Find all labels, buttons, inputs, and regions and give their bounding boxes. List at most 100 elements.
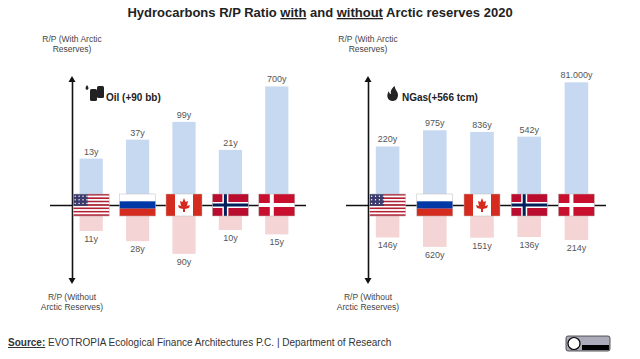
flag-part (370, 208, 406, 210)
flag-leaf (476, 198, 488, 212)
data-label: 136y (519, 240, 539, 250)
flag-part (73, 206, 109, 208)
flag-star (379, 199, 380, 200)
data-label: 21y (223, 138, 238, 148)
flag-part (370, 211, 406, 213)
axis-end-label: R/P (With ArcticReserves) (338, 34, 398, 54)
flag-part (193, 194, 202, 216)
y-axis (368, 81, 369, 206)
flag (558, 194, 594, 216)
bar (172, 122, 195, 205)
flag-part (511, 204, 547, 207)
flag (166, 194, 202, 216)
flags (370, 194, 595, 216)
flag-border (120, 194, 156, 216)
flag-star (375, 199, 376, 200)
flag-part (259, 194, 295, 216)
flag-star (375, 203, 376, 204)
flag-star (82, 199, 83, 200)
flag-star (383, 199, 384, 200)
flag-star (82, 196, 83, 197)
flag-part (73, 213, 109, 215)
flag-part (370, 194, 384, 206)
flag-part (73, 194, 87, 206)
annotation-icon (387, 86, 398, 101)
y-axis (72, 81, 73, 206)
data-label: 220y (378, 134, 398, 144)
bar (265, 86, 288, 205)
data-label: 99y (177, 110, 192, 120)
data-label: 975y (425, 118, 445, 128)
flag-part (120, 194, 156, 201)
flag-border (558, 194, 594, 216)
flag-part (370, 213, 406, 215)
flag-part (511, 202, 547, 208)
flag-part (558, 194, 594, 216)
data-label: 151y (472, 241, 492, 251)
flag-part (417, 209, 453, 216)
data-label: 700y (267, 74, 287, 84)
bars (80, 86, 289, 253)
badge-strip (582, 345, 609, 350)
flag (212, 194, 248, 216)
panel: 13y37y99y21y700y11y28y90y10y15yR/P (With… (41, 34, 306, 312)
y-axis-line (368, 81, 370, 206)
flag-border (464, 194, 500, 216)
data-label: 10y (223, 233, 238, 243)
badge-box (566, 336, 610, 351)
drop (86, 85, 89, 90)
axis-arrow (365, 278, 372, 284)
flag-star (383, 196, 384, 197)
flag-border (166, 194, 202, 216)
flag (120, 194, 156, 216)
flag-part (73, 209, 109, 211)
flag-part (370, 206, 406, 208)
flag-part (73, 211, 109, 213)
flag-border (417, 194, 453, 216)
flag-part (558, 203, 594, 207)
bars (376, 82, 588, 247)
flag-part (511, 194, 547, 216)
flag (511, 194, 547, 216)
axis-end-label: R/P (With ArcticReserves) (42, 34, 102, 54)
flags (73, 194, 295, 216)
flag-border (259, 194, 295, 216)
flag (370, 194, 406, 216)
data-label: 214y (567, 243, 587, 253)
flag-part (166, 194, 175, 216)
licence-badge (566, 336, 610, 351)
flag-border (511, 194, 547, 216)
flag-part (370, 209, 406, 211)
flag-star (78, 196, 79, 197)
data-label: 620y (425, 250, 445, 260)
annotation-icon (86, 85, 105, 101)
data-label: 15y (270, 237, 285, 247)
data-label: 11y (84, 234, 98, 244)
data-label: 146y (378, 240, 398, 250)
barrel (97, 86, 104, 98)
flag-part (166, 194, 202, 216)
flag-part (212, 194, 248, 216)
flag-part (464, 194, 500, 216)
annotation: NGas(+566 tcm) (402, 92, 478, 103)
flag-star (371, 203, 372, 204)
data-label: 13y (84, 147, 99, 157)
flag-part (259, 203, 295, 207)
title: Hydrocarbons R/P Ratio with and without … (127, 5, 512, 20)
flag-border (73, 194, 109, 216)
flag-star (86, 199, 87, 200)
flag-part (464, 194, 473, 216)
y2-axis-line (72, 206, 74, 281)
axis-end-label: R/P (WithoutArctic Reserves) (41, 292, 104, 312)
axis-arrow (69, 278, 76, 284)
annotation: Oil (+90 bb) (106, 92, 161, 103)
flag (259, 194, 295, 216)
axis-end-label: R/P (WithoutArctic Reserves) (337, 292, 400, 312)
data-label: 28y (130, 244, 145, 254)
flag-border (370, 194, 406, 216)
flag-star (371, 196, 372, 197)
flag-star (375, 196, 376, 197)
flag-border (212, 194, 248, 216)
y-axis-line (72, 81, 74, 206)
flag-part (212, 202, 248, 208)
